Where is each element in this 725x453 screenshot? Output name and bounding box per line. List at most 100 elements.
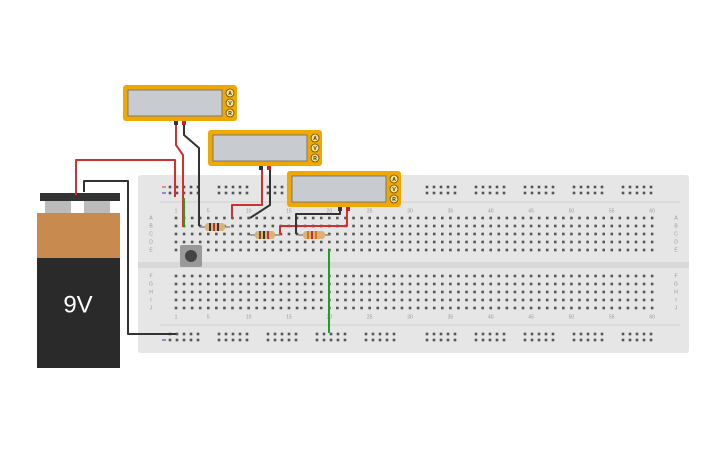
multimeter[interactable]: AVR [123, 85, 237, 125]
hole [594, 224, 597, 228]
rail-hole [371, 332, 375, 336]
hole [352, 248, 355, 252]
hole [449, 232, 452, 236]
hole [215, 282, 218, 286]
hole [505, 240, 509, 244]
rail-hole [530, 191, 534, 195]
hole [562, 282, 565, 286]
hole [271, 274, 275, 278]
hole [578, 232, 581, 236]
multimeter[interactable]: AVR [208, 130, 322, 170]
hole [319, 216, 323, 220]
rail-hole [649, 332, 653, 336]
rail-hole [551, 185, 555, 189]
hole [578, 290, 581, 294]
hole [449, 290, 452, 294]
multimeter-button-label: V [313, 146, 317, 152]
hole [473, 248, 476, 252]
hole [457, 216, 460, 220]
hole [594, 248, 597, 252]
hole [174, 248, 178, 252]
rail-hole [175, 185, 179, 189]
hole [473, 240, 476, 244]
hole [231, 274, 234, 278]
rail-hole [446, 191, 450, 195]
hole [392, 290, 396, 294]
hole [594, 298, 597, 302]
rail-hole [425, 185, 429, 189]
rail-hole [544, 332, 548, 336]
hole [287, 282, 291, 286]
hole [416, 224, 420, 228]
hole [295, 298, 299, 302]
multimeter[interactable]: AVR [287, 171, 401, 211]
pushbutton-cap [185, 250, 197, 262]
hole [368, 290, 371, 294]
hole [182, 298, 186, 302]
battery-top [37, 213, 120, 259]
rail-hole [231, 338, 235, 342]
column-number: 40 [488, 314, 494, 320]
rail-hole [266, 338, 270, 342]
rail-hole [593, 332, 597, 336]
hole [594, 216, 597, 220]
hole [441, 298, 444, 302]
rail-hole [453, 332, 457, 336]
hole [295, 306, 299, 310]
hole [328, 240, 331, 244]
multimeter-display [212, 134, 308, 162]
hole [174, 274, 178, 278]
multimeter-button[interactable] [310, 143, 320, 153]
hole [344, 232, 347, 236]
hole [247, 298, 250, 302]
hole [618, 232, 622, 236]
hole [303, 306, 307, 310]
hole [562, 240, 565, 244]
rail-hole [439, 338, 443, 342]
hole [223, 274, 226, 278]
multimeter-button[interactable] [310, 133, 320, 143]
hole [263, 298, 267, 302]
multimeter-button[interactable] [225, 88, 235, 98]
hole [545, 232, 549, 236]
hole [344, 306, 347, 310]
hole [408, 282, 412, 286]
pushbutton[interactable] [180, 245, 202, 267]
hole [287, 216, 291, 220]
hole [368, 274, 371, 278]
hole [376, 306, 380, 310]
multimeter-button[interactable] [225, 98, 235, 108]
hole [352, 232, 355, 236]
hole [408, 248, 412, 252]
hole [594, 232, 597, 236]
hole [190, 232, 194, 236]
hole [368, 298, 371, 302]
hole [239, 248, 242, 252]
hole [586, 282, 589, 286]
hole [562, 216, 565, 220]
resistor[interactable] [303, 231, 325, 239]
multimeter-button[interactable] [389, 184, 399, 194]
multimeter-button[interactable] [389, 194, 399, 204]
hole [376, 232, 380, 236]
row-letter: H [149, 289, 153, 295]
hole [368, 282, 371, 286]
hole [311, 248, 315, 252]
hole [424, 216, 428, 220]
hole [271, 282, 275, 286]
multimeter-button[interactable] [389, 174, 399, 184]
hole [449, 240, 452, 244]
multimeter-button-label: A [313, 136, 317, 142]
hole [473, 282, 476, 286]
column-number: 20 [327, 208, 333, 214]
multimeter-button[interactable] [225, 108, 235, 118]
hole [384, 306, 388, 310]
hole [553, 232, 557, 236]
hole [513, 282, 517, 286]
row-letter: I [150, 297, 151, 303]
battery[interactable]: 9V [37, 193, 120, 368]
hole [215, 290, 218, 294]
multimeter-button[interactable] [310, 153, 320, 163]
hole [182, 282, 186, 286]
hole [570, 248, 573, 252]
